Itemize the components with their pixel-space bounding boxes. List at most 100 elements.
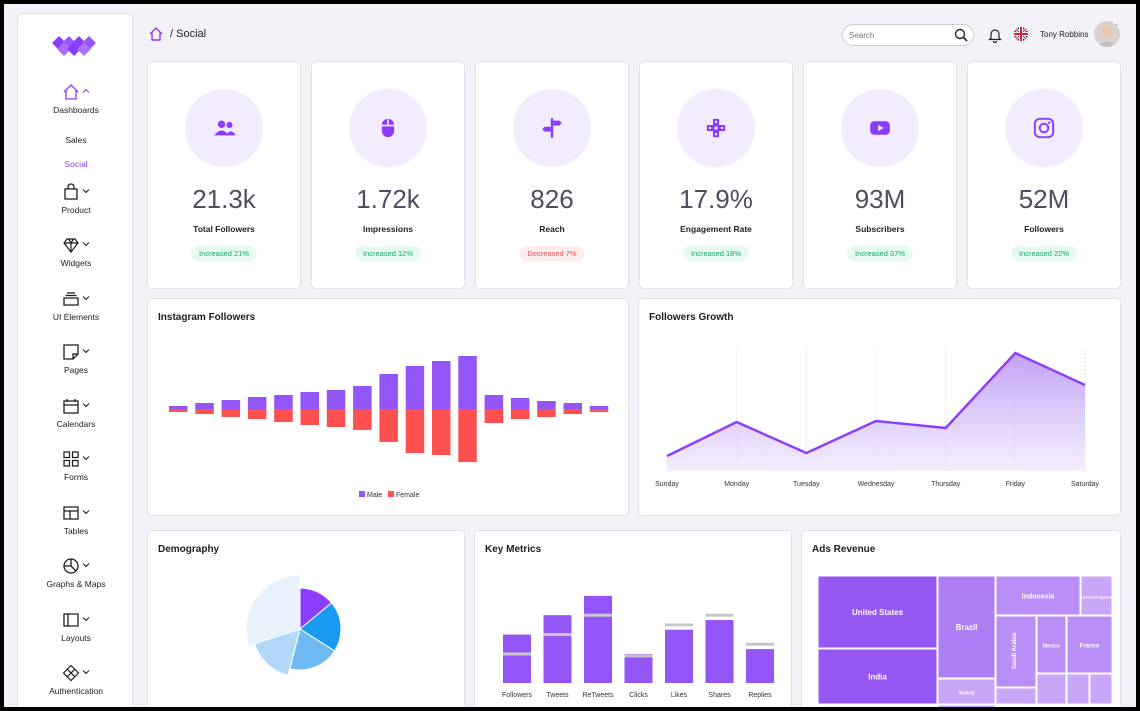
male-bar[interactable] [195,403,214,409]
notification-dot [1114,21,1120,27]
male-bar[interactable] [589,406,609,409]
metric-bar[interactable] [584,595,612,683]
treemap-cell[interactable] [995,615,1037,688]
treemap-cell[interactable] [937,575,996,679]
male-bar[interactable] [221,400,241,409]
metric-bar[interactable] [746,649,774,683]
user-name[interactable]: Tony Robbins [1040,30,1089,39]
female-bar[interactable] [326,409,346,427]
stat-label: Impressions [362,224,414,234]
sidebar-item-product[interactable]: Product [18,182,134,215]
male-bar[interactable] [353,386,372,409]
male-bar[interactable] [405,366,425,409]
male-bar[interactable] [537,401,556,409]
female-bar[interactable] [274,409,293,422]
treemap-cell[interactable] [995,575,1081,616]
pie-slice[interactable] [289,628,336,671]
sidebar-subitem-social[interactable]: Social [64,159,88,169]
female-bar[interactable] [484,409,504,423]
pie-icon [63,558,79,574]
x-tick-label: Friday [1006,481,1026,488]
sidebar-item-ui-elements[interactable]: UI Elements [18,289,134,322]
female-bar[interactable] [458,409,477,462]
growth-area [667,353,1085,471]
search-icon[interactable] [954,28,968,42]
treemap-cell[interactable] [1066,615,1113,674]
avatar[interactable] [1094,21,1120,47]
sidebar-item-dashboards[interactable]: Dashboards [18,82,134,115]
treemap-cell[interactable] [817,575,938,649]
search-box[interactable] [842,24,974,46]
youtube-icon [870,121,890,135]
male-bar[interactable] [432,361,451,409]
male-bar[interactable] [274,395,293,409]
sidebar-item-layouts[interactable]: Layouts [18,610,134,643]
female-bar[interactable] [432,409,451,455]
male-bar[interactable] [247,397,267,409]
sidebar-item-graphs-maps[interactable]: Graphs & Maps [18,556,134,589]
female-bar[interactable] [195,409,214,414]
female-bar[interactable] [563,409,583,414]
male-bar[interactable] [169,406,188,409]
layout-icon [63,613,79,627]
growth-line[interactable] [666,351,1086,458]
pie-slice[interactable] [245,574,301,647]
sidebar-item-widgets[interactable]: Widgets [18,235,134,268]
female-bar[interactable] [537,409,556,417]
home-icon[interactable] [148,26,164,42]
metric-bar[interactable] [624,653,653,683]
female-bar[interactable] [379,409,398,442]
treemap-cell[interactable] [1080,575,1113,616]
treemap-cell[interactable] [1036,615,1067,674]
female-bar[interactable] [221,409,241,417]
sidebar-item-label: Layouts [61,633,91,643]
pie-slice[interactable] [299,602,342,652]
treemap-cell[interactable] [937,678,996,705]
uk-flag-icon[interactable] [1014,27,1028,41]
metric-bar[interactable] [503,634,531,683]
sidebar-item-tables[interactable]: Tables [18,503,134,536]
metric-bar[interactable] [705,620,734,683]
treemap-cell[interactable] [1066,673,1090,705]
female-bar[interactable] [405,409,425,453]
sidebar-subitem-sales[interactable]: Sales [65,135,87,145]
female-bar[interactable] [300,409,320,425]
search-input[interactable] [849,30,949,40]
stat-icon-circle [1005,89,1083,167]
female-bar[interactable] [353,409,372,430]
treemap-label: Indonesia [1022,594,1055,601]
metric-bar[interactable] [665,629,693,683]
male-bar[interactable] [510,398,530,409]
x-tick-label: Replies [748,692,772,699]
sidebar-item-authentication[interactable]: Authentication [18,663,134,696]
female-bar[interactable] [510,409,530,419]
brand-logo[interactable] [52,30,100,64]
stat-value: 826 [530,184,574,214]
female-bar[interactable] [589,409,609,412]
male-bar[interactable] [484,395,504,409]
female-bar[interactable] [169,409,188,412]
grid-icon [63,451,79,467]
x-tick-label: Followers [502,692,532,699]
treemap-cell[interactable] [995,687,1037,705]
sidebar-item-calendars[interactable]: Calendars [18,396,134,429]
x-tick-label: Shares [708,692,731,699]
male-bar[interactable] [326,390,346,409]
stat-label: Reach [539,224,565,234]
male-bar[interactable] [300,392,320,409]
treemap-cell[interactable] [1089,673,1113,705]
female-bar[interactable] [247,409,267,419]
x-tick-label: Likes [671,692,688,699]
treemap-cell[interactable] [817,648,938,705]
sidebar-item-forms[interactable]: Forms [18,449,134,482]
bell-icon[interactable] [988,27,1002,43]
metric-bar[interactable] [543,615,572,683]
treemap-cell[interactable] [937,704,996,707]
male-bar[interactable] [379,374,398,409]
sidebar-item-pages[interactable]: Pages [18,342,134,375]
male-bar[interactable] [458,356,477,409]
table-icon [63,506,79,520]
male-bar[interactable] [563,403,583,409]
treemap-cell[interactable] [1036,673,1067,705]
x-tick-label: Tuesday [793,481,820,488]
